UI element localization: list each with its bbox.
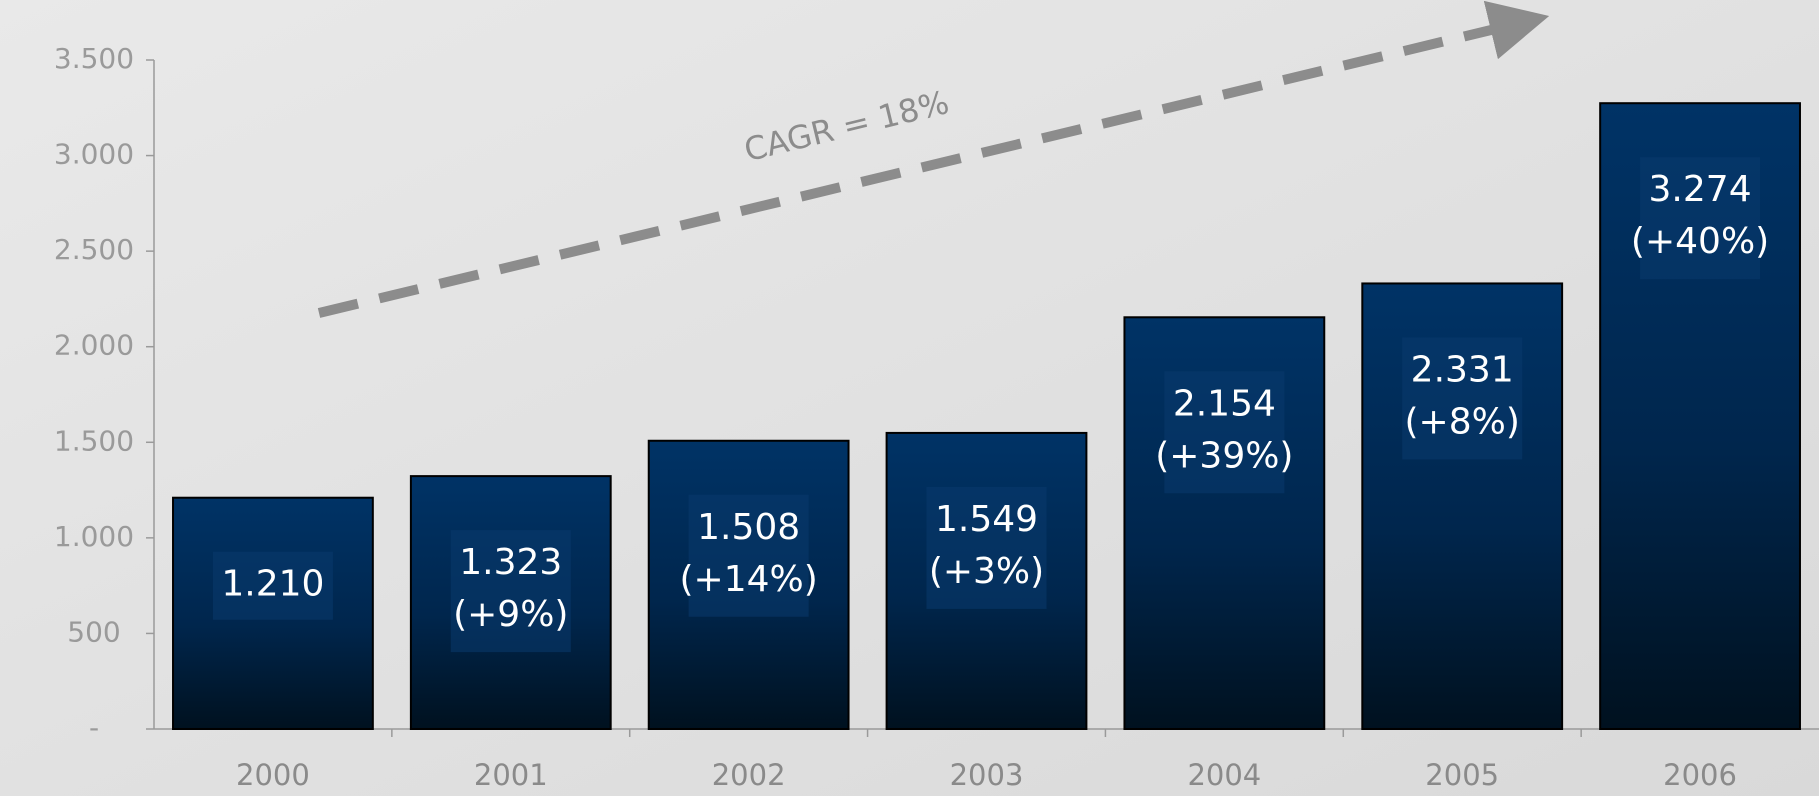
value-label: 1.210: [221, 564, 324, 605]
y-tick-label: 1.500: [54, 424, 134, 457]
change-label: (+40%): [1631, 221, 1769, 262]
change-label: (+39%): [1155, 435, 1293, 476]
label-box: [1402, 337, 1523, 460]
change-label: (+14%): [680, 559, 818, 600]
value-label: 1.549: [935, 499, 1038, 540]
value-label: 2.154: [1173, 383, 1276, 424]
change-label: (+3%): [929, 551, 1044, 592]
y-tick-label: -: [89, 711, 99, 744]
y-tick-label: 1.000: [54, 520, 134, 553]
label-box: [1164, 371, 1285, 494]
x-tick-label: 2004: [1187, 758, 1261, 792]
x-tick-label: 2006: [1663, 758, 1737, 792]
label-box: [450, 530, 571, 653]
trend-arrow: [317, 0, 1550, 318]
value-label: 1.323: [459, 542, 562, 583]
value-label: 2.331: [1411, 349, 1514, 390]
change-label: (+8%): [1405, 401, 1520, 442]
y-tick-label: 2.000: [54, 329, 134, 362]
x-tick-label: 2002: [712, 758, 786, 792]
x-tick-label: 2003: [950, 758, 1024, 792]
value-label: 3.274: [1649, 169, 1752, 210]
y-tick-label: 3.500: [54, 42, 134, 75]
x-tick-label: 2001: [474, 758, 548, 792]
y-tick-label: 3.000: [54, 138, 134, 171]
y-tick-label: 500: [67, 615, 120, 648]
label-box: [926, 486, 1047, 609]
x-tick-label: 2000: [236, 758, 310, 792]
label-box: [688, 494, 809, 617]
change-label: (+9%): [453, 594, 568, 635]
value-label: 1.508: [697, 507, 800, 548]
y-tick-label: 2.500: [54, 233, 134, 266]
x-tick-label: 2005: [1425, 758, 1499, 792]
label-box: [1640, 157, 1761, 280]
label-box: [212, 551, 333, 620]
